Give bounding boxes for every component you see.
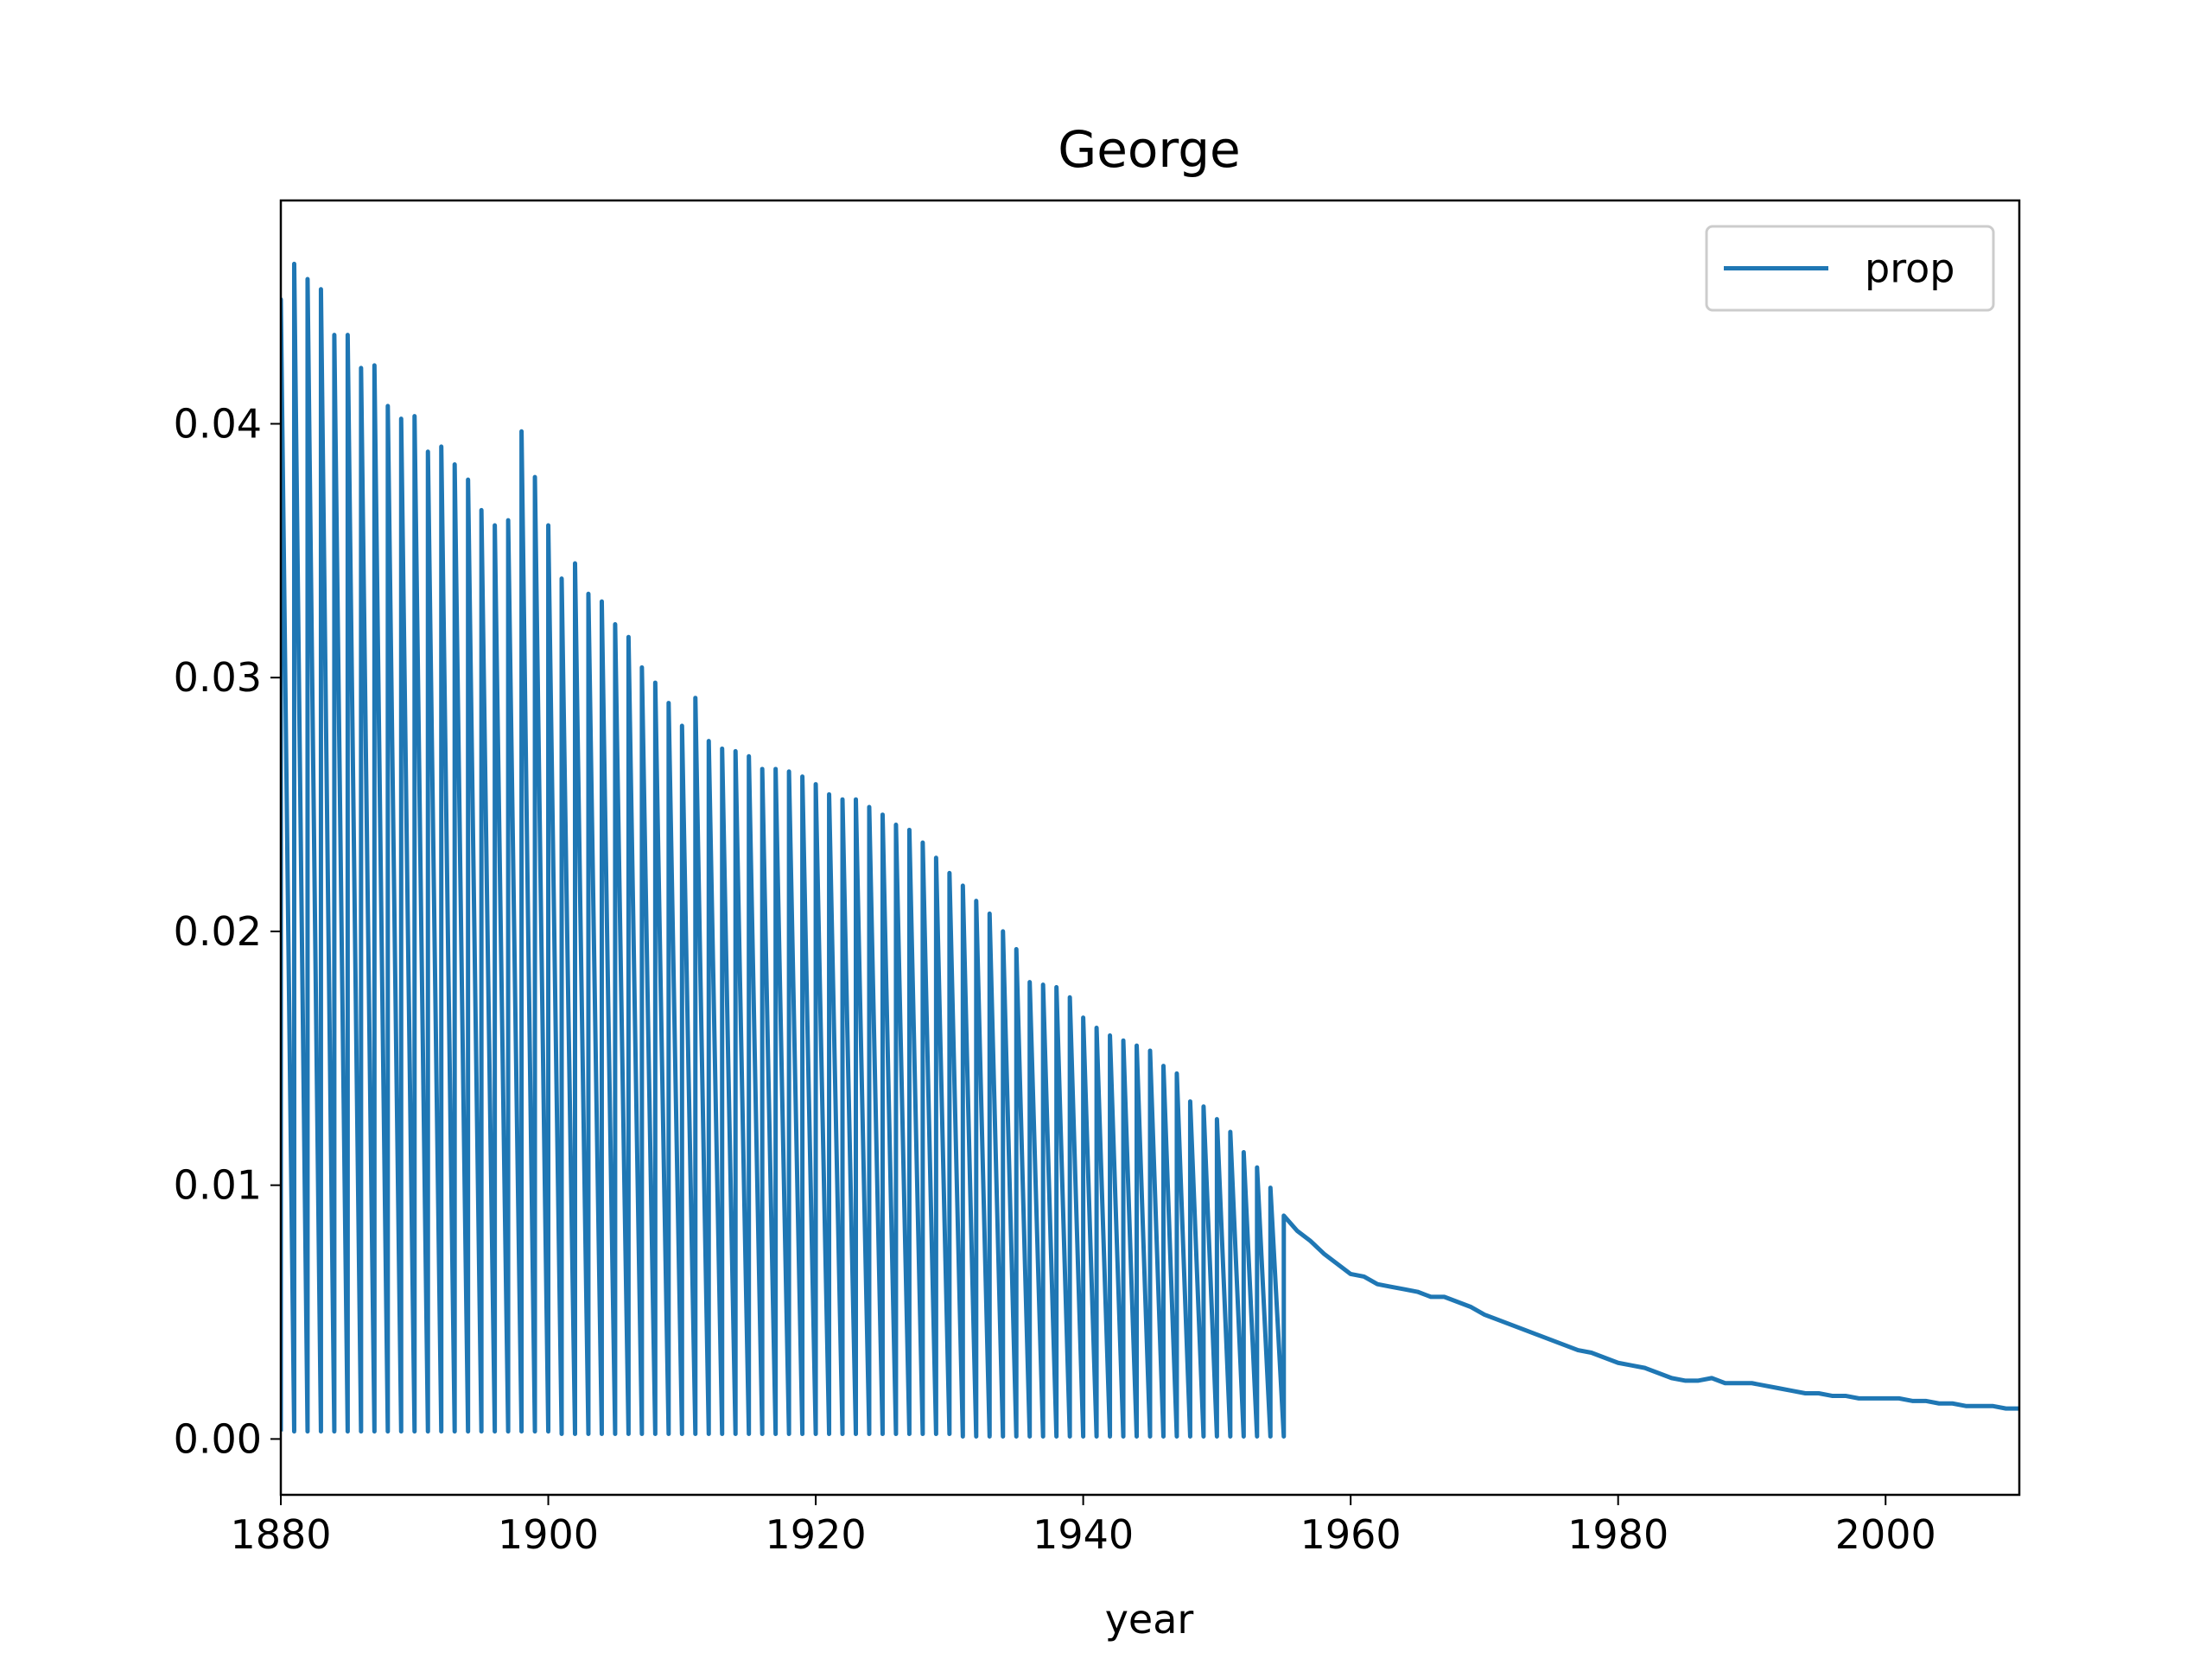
x-tick-label: 1900 — [498, 1511, 599, 1558]
legend-box — [1705, 225, 1995, 312]
y-tick-label: 0.02 — [174, 908, 262, 955]
y-tick-label: 0.00 — [174, 1415, 262, 1462]
x-tick-label: 2000 — [1835, 1511, 1936, 1558]
x-tick-label: 1980 — [1567, 1511, 1669, 1558]
y-tick-label: 0.04 — [174, 400, 262, 447]
chart-title: George — [1058, 120, 1240, 179]
y-tick-label: 0.01 — [174, 1162, 262, 1209]
legend-label: prop — [1865, 245, 1955, 292]
plot-frame — [279, 199, 2021, 1497]
x-tick-label: 1920 — [766, 1511, 867, 1558]
x-tick-label: 1960 — [1300, 1511, 1402, 1558]
x-tick-label: 1880 — [230, 1511, 331, 1558]
x-tick-label: 1940 — [1033, 1511, 1134, 1558]
y-tick-label: 0.03 — [174, 654, 262, 701]
x-axis-label: year — [1105, 1596, 1194, 1643]
data-line — [281, 261, 2019, 1439]
